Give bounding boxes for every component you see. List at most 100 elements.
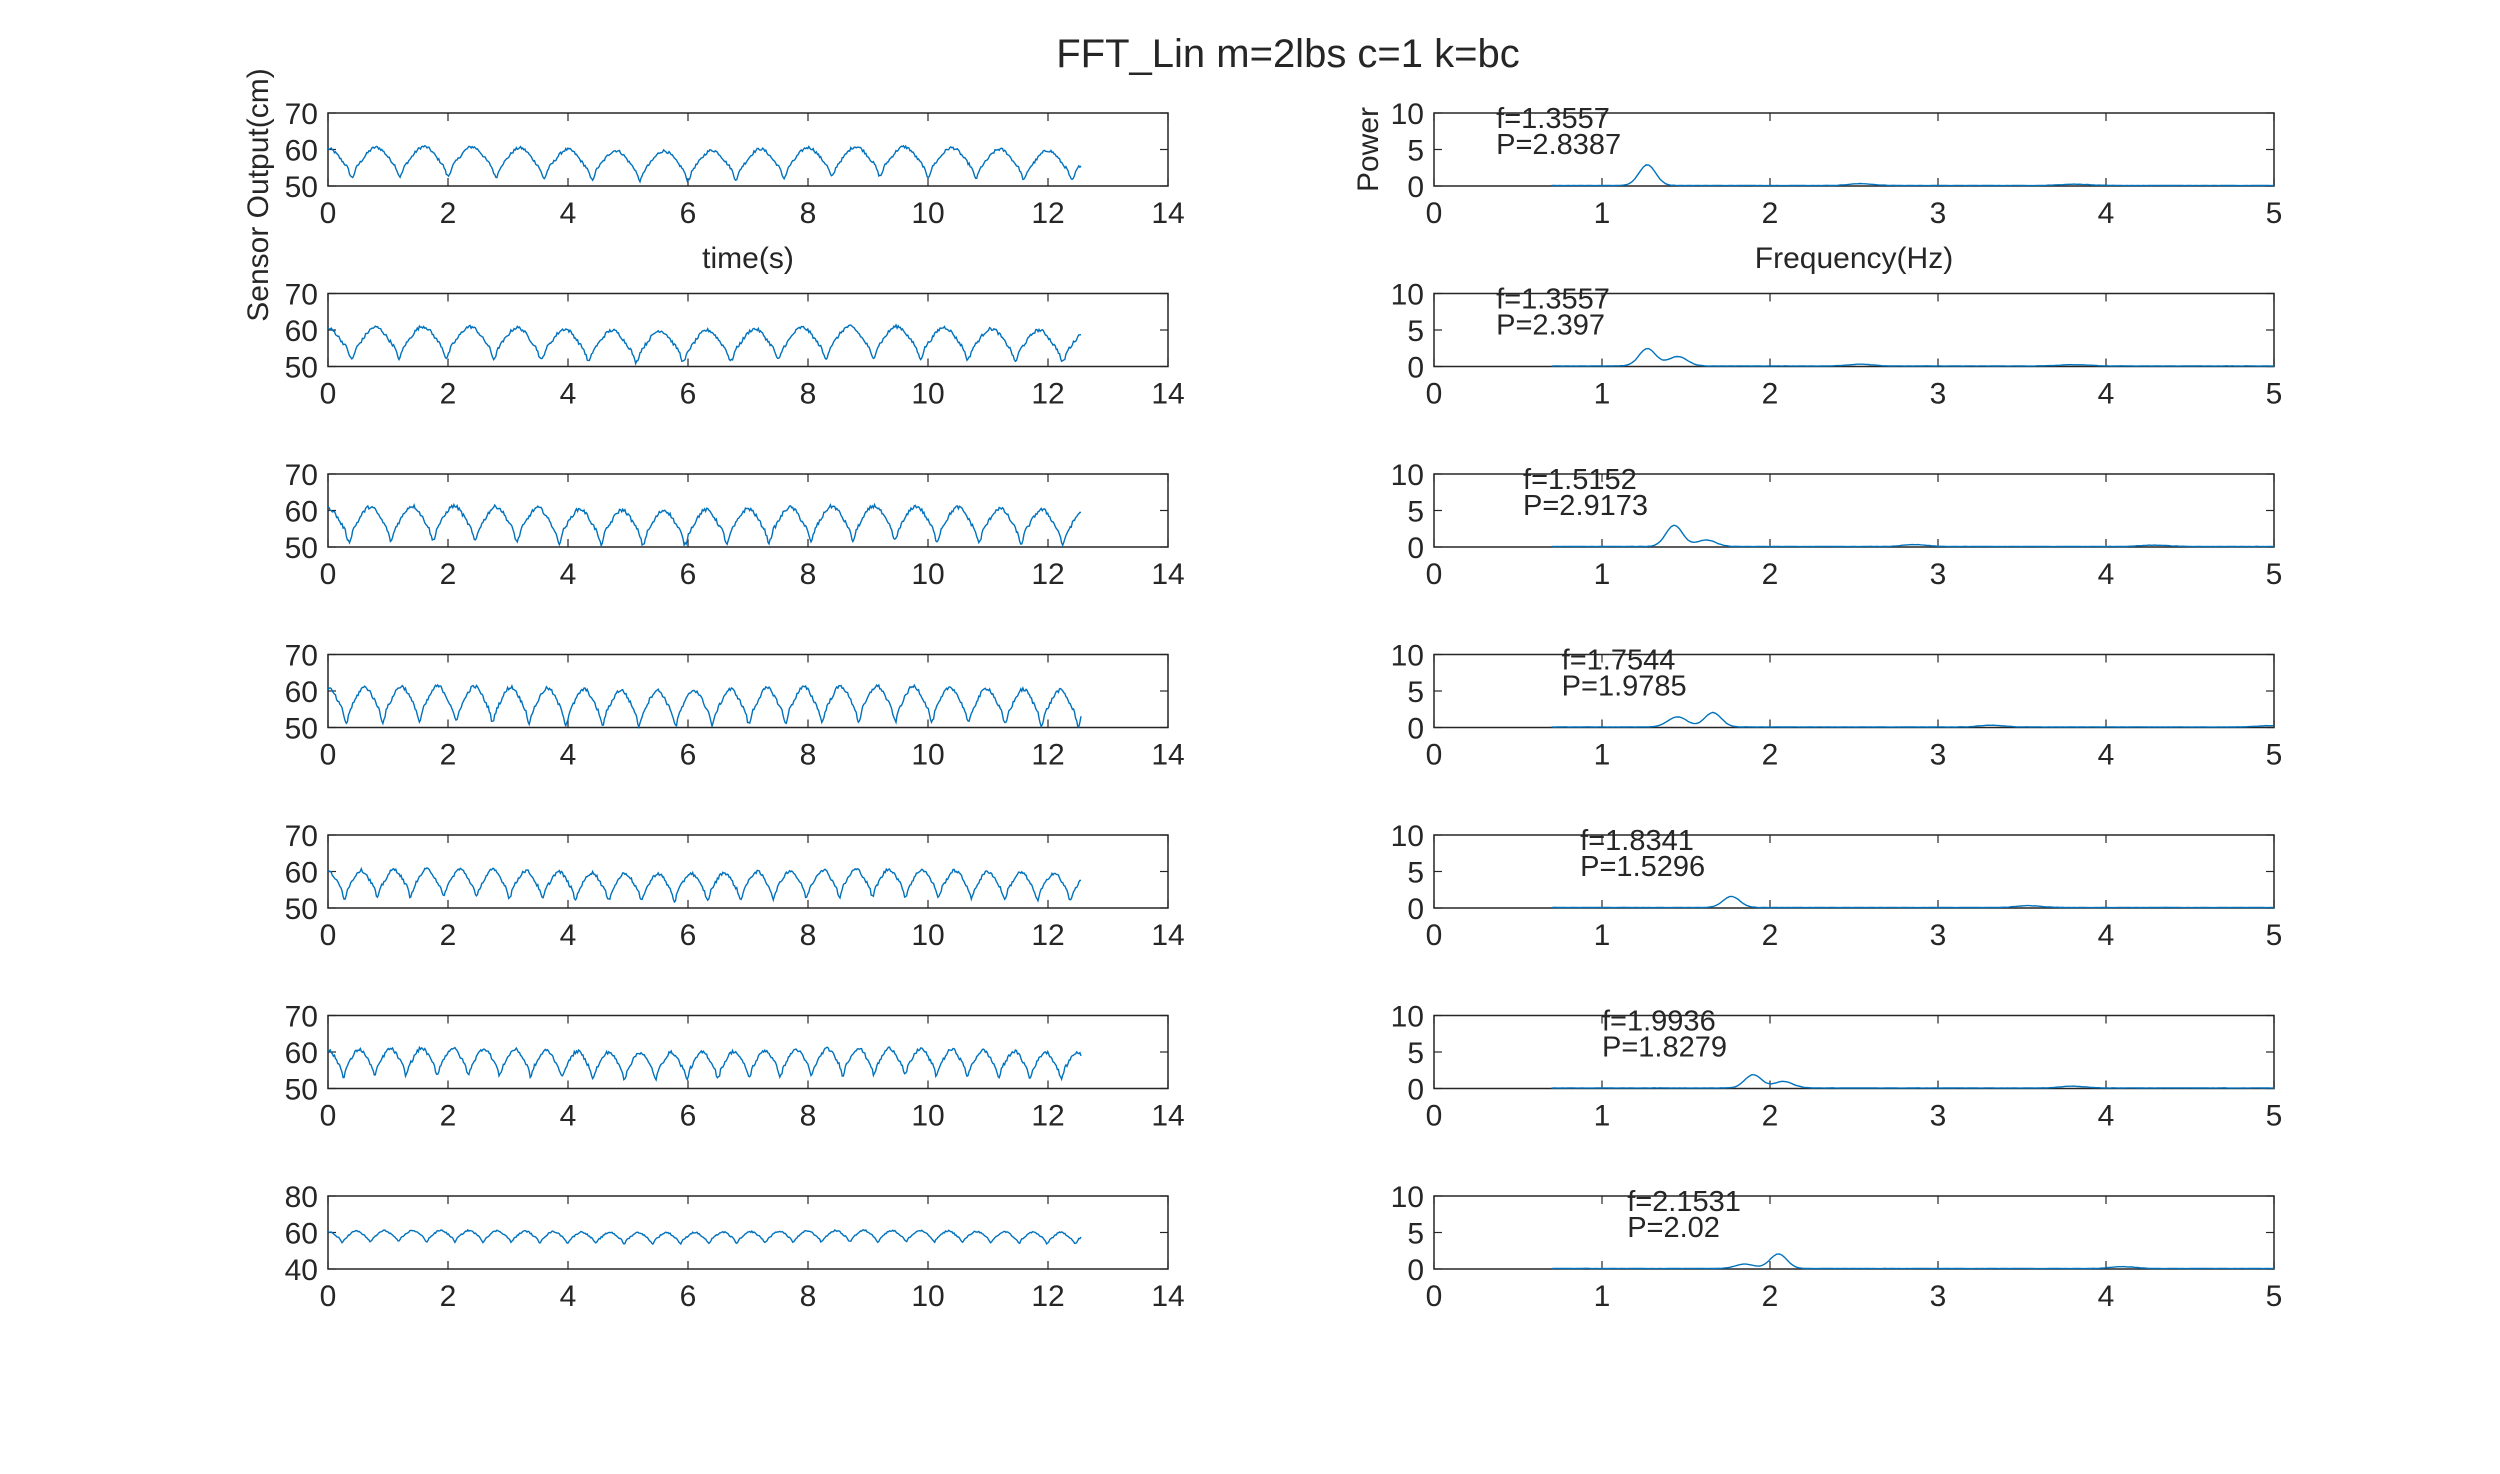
x-tick-label: 8	[800, 197, 817, 230]
y-tick-label: 5	[1407, 676, 1424, 709]
x-tick-label: 5	[2266, 197, 2283, 230]
time-series-line-row-6	[327, 1045, 1082, 1082]
x-tick-label: 12	[1031, 558, 1064, 591]
x-axis-label: Frequency(Hz)	[1755, 242, 1953, 275]
x-tick-label: 1	[1594, 558, 1611, 591]
x-tick-label: 0	[320, 1280, 337, 1313]
y-tick-label: 60	[285, 496, 318, 529]
figure-title: FFT_Lin m=2lbs c=1 k=bc	[1056, 32, 1520, 76]
x-tick-label: 3	[1930, 378, 1947, 411]
x-tick-label: 5	[2266, 378, 2283, 411]
x-tick-label: 4	[2098, 1100, 2115, 1133]
x-tick-label: 0	[1426, 919, 1443, 952]
x-tick-label: 14	[1151, 197, 1184, 230]
x-tick-label: 12	[1031, 197, 1064, 230]
time-series-line-row-4	[327, 683, 1082, 730]
x-tick-label: 8	[800, 739, 817, 772]
x-tick-label: 3	[1930, 1280, 1947, 1313]
peak-power-annotation: P=2.02	[1627, 1212, 1720, 1244]
fft-plot-frame	[1433, 292, 2275, 368]
y-tick-label: 10	[1391, 279, 1424, 312]
time-series-line-row-5	[327, 866, 1082, 904]
x-tick-label: 1	[1594, 919, 1611, 952]
y-tick-label: 5	[1407, 1218, 1424, 1251]
x-tick-label: 1	[1594, 1280, 1611, 1313]
x-tick-label: 2	[440, 1280, 457, 1313]
y-tick-label: 60	[285, 1037, 318, 1070]
x-tick-label: 10	[911, 919, 944, 952]
x-tick-label: 1	[1594, 378, 1611, 411]
x-tick-label: 14	[1151, 1280, 1184, 1313]
y-tick-label: 0	[1407, 171, 1424, 204]
x-tick-label: 0	[1426, 739, 1443, 772]
x-tick-label: 0	[320, 1100, 337, 1133]
peak-frequency-annotation: f=1.3557	[1496, 103, 1610, 135]
peak-power-annotation: P=1.9785	[1562, 671, 1687, 703]
x-tick-label: 1	[1594, 739, 1611, 772]
x-tick-label: 8	[800, 1280, 817, 1313]
peak-power-annotation: P=2.9173	[1523, 490, 1648, 522]
y-tick-label: 10	[1391, 1001, 1424, 1034]
x-tick-label: 14	[1151, 919, 1184, 952]
y-tick-label: 50	[285, 352, 318, 385]
y-tick-label: 80	[285, 1181, 318, 1214]
fft-plot-frame	[1433, 1195, 2275, 1270]
y-tick-label: 10	[1391, 640, 1424, 673]
x-tick-label: 5	[2266, 1100, 2283, 1133]
y-tick-label: 5	[1407, 496, 1424, 529]
x-tick-label: 2	[1762, 1100, 1779, 1133]
y-tick-label: 10	[1391, 820, 1424, 853]
x-tick-label: 3	[1930, 739, 1947, 772]
x-tick-label: 8	[800, 378, 817, 411]
peak-frequency-annotation: f=1.8341	[1580, 825, 1694, 857]
y-tick-label: 70	[285, 820, 318, 853]
y-axis-label: Power	[1352, 107, 1385, 192]
x-tick-label: 0	[1426, 1280, 1443, 1313]
y-tick-label: 50	[285, 893, 318, 926]
fft-series-line-row-5	[1551, 895, 2275, 909]
x-tick-label: 0	[320, 197, 337, 230]
x-tick-label: 3	[1930, 558, 1947, 591]
x-tick-label: 4	[560, 558, 577, 591]
x-tick-label: 0	[320, 378, 337, 411]
y-tick-label: 60	[285, 857, 318, 890]
y-tick-label: 60	[285, 676, 318, 709]
x-tick-label: 0	[1426, 197, 1443, 230]
x-tick-label: 3	[1930, 919, 1947, 952]
fft-plot-frame	[1433, 1014, 2275, 1090]
x-tick-label: 6	[680, 197, 697, 230]
fft-series-line-row-2	[1551, 348, 2275, 367]
x-tick-label: 4	[2098, 1280, 2115, 1313]
y-tick-label: 50	[285, 171, 318, 204]
x-tick-label: 0	[1426, 558, 1443, 591]
x-tick-label: 6	[680, 558, 697, 591]
peak-frequency-annotation: f=1.3557	[1496, 284, 1610, 316]
y-tick-label: 0	[1407, 1254, 1424, 1287]
time-series-line-row-3	[327, 502, 1082, 548]
peak-frequency-annotation: f=1.5152	[1523, 464, 1637, 496]
x-tick-label: 6	[680, 1280, 697, 1313]
x-tick-label: 2	[440, 558, 457, 591]
x-tick-label: 0	[320, 919, 337, 952]
x-tick-label: 4	[2098, 378, 2115, 411]
x-tick-label: 12	[1031, 739, 1064, 772]
time-plot-frame	[327, 1014, 1169, 1090]
x-tick-label: 4	[560, 378, 577, 411]
y-tick-label: 5	[1407, 857, 1424, 890]
x-tick-label: 6	[680, 378, 697, 411]
y-tick-label: 70	[285, 1001, 318, 1034]
x-tick-label: 10	[911, 1280, 944, 1313]
x-tick-label: 2	[440, 197, 457, 230]
x-tick-label: 2	[1762, 739, 1779, 772]
time-plot-frame	[327, 473, 1169, 548]
